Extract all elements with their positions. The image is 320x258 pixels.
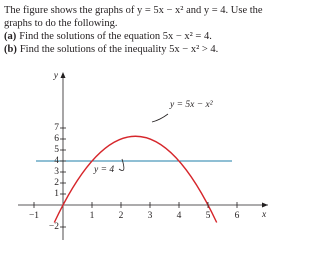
x-tick-label: 3 (148, 211, 153, 221)
x-arrow (262, 202, 268, 208)
y-tick-label: 7 (54, 123, 59, 133)
x-tick-label: 4 (177, 211, 182, 221)
curve-label: y = 5x − x² (169, 100, 213, 110)
part-label: (a) (4, 31, 17, 42)
y-arrow (60, 72, 66, 78)
y-axis-label: y (53, 71, 59, 81)
page: The figure shows the graphs of y = 5x − … (4, 5, 288, 240)
part-text: Find the solutions of the equation 5x − … (19, 31, 212, 42)
x-tick-label: −1 (29, 211, 39, 221)
y-tick-label: 5 (54, 145, 59, 155)
y-tick-label: 3 (54, 167, 59, 177)
x-axis-label: x (261, 210, 267, 220)
y-tick-label: 2 (54, 178, 59, 188)
part-label: (b) (4, 44, 17, 55)
y-tick-label: 1 (54, 189, 59, 199)
y-tick-label: −2 (49, 222, 59, 232)
part-b: (b) Find the solutions of the inequality … (4, 43, 288, 56)
x-tick-label: 1 (90, 211, 95, 221)
parabola (53, 135, 218, 223)
y-tick-label: 4 (54, 156, 59, 166)
line-label: y = 4 (93, 165, 114, 175)
part-text: Find the solutions of the inequality 5x … (19, 44, 219, 55)
intro: The figure shows the graphs of y = 5x − … (4, 5, 263, 29)
x-tick-label: 6 (235, 211, 240, 221)
x-tick-label: 5 (206, 211, 211, 221)
pointer (151, 113, 169, 123)
part-a: (a) Find the solutions of the equation 5x… (4, 30, 288, 43)
pointer (118, 158, 125, 172)
y-tick-label: 6 (54, 134, 59, 144)
x-tick-label: 2 (119, 211, 124, 221)
